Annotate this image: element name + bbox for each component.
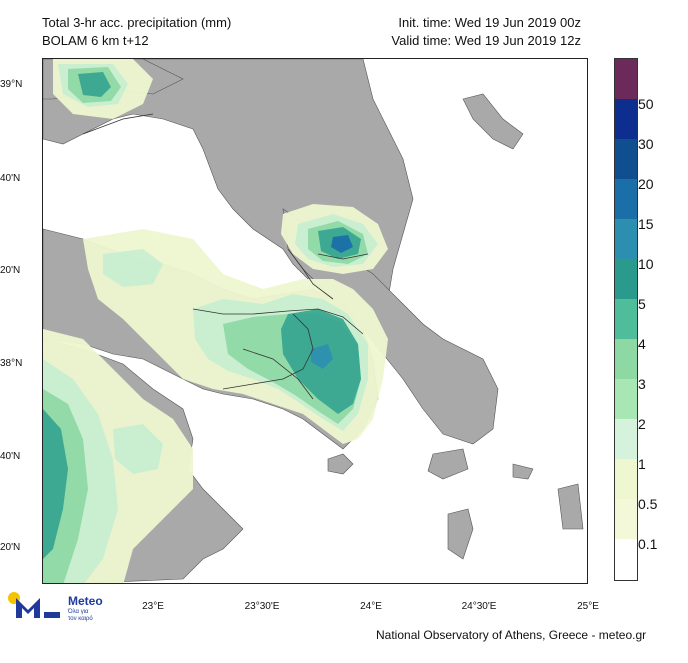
legend-swatch xyxy=(615,299,637,339)
legend-label: 4 xyxy=(638,336,646,352)
credit-text: National Observatory of Athens, Greece -… xyxy=(376,628,647,642)
logo-tagline: τον καιρό xyxy=(68,616,93,622)
legend-swatch xyxy=(615,139,637,179)
legend-swatch xyxy=(615,459,637,499)
legend-swatch xyxy=(615,219,637,259)
precip-colorbar xyxy=(614,58,638,581)
legend-label: 2 xyxy=(638,416,646,432)
legend-swatch xyxy=(615,539,637,580)
legend-swatch xyxy=(615,379,637,419)
legend-label: 3 xyxy=(638,376,646,392)
lon-label: 23°30'E xyxy=(244,601,280,612)
lat-label: 20'N xyxy=(0,542,21,553)
lon-label: 24°E xyxy=(360,601,382,612)
border-layer xyxy=(82,113,369,400)
legend-swatch xyxy=(615,179,637,219)
legend-label: 5 xyxy=(638,296,646,312)
lon-label: 25°E xyxy=(577,601,599,612)
model-subtitle: BOLAM 6 km t+12 xyxy=(42,33,149,48)
lat-label: 38°N xyxy=(0,358,23,369)
logo-name: Meteo xyxy=(68,594,103,608)
meteo-logo-icon xyxy=(8,592,60,618)
valid-time: Valid time: Wed 19 Jun 2019 12z xyxy=(391,33,581,48)
legend-label: 10 xyxy=(638,256,654,272)
lat-label: 40'N xyxy=(0,173,21,184)
legend-label: 1 xyxy=(638,456,646,472)
legend-swatch xyxy=(615,259,637,299)
lat-label: 40'N xyxy=(0,451,21,462)
lat-label: 20'N xyxy=(0,265,21,276)
legend-swatch xyxy=(615,339,637,379)
legend-label: 50 xyxy=(638,96,654,112)
lon-label: 24°30'E xyxy=(461,601,497,612)
logo-tagline: Όλα για xyxy=(68,609,89,615)
legend-swatch xyxy=(615,59,637,99)
legend-label: 30 xyxy=(638,136,654,152)
legend-label: 15 xyxy=(638,216,654,232)
precipitation-map xyxy=(42,58,588,584)
legend-swatch xyxy=(615,419,637,459)
legend-swatch xyxy=(615,499,637,539)
legend-label: 0.5 xyxy=(638,496,658,512)
meteo-logo[interactable] xyxy=(6,588,116,628)
map-title: Total 3-hr acc. precipitation (mm) xyxy=(42,15,232,30)
init-time: Init. time: Wed 19 Jun 2019 00z xyxy=(398,15,581,30)
lon-label: 23°E xyxy=(142,601,164,612)
legend-swatch xyxy=(615,99,637,139)
legend-label: 0.1 xyxy=(638,536,658,552)
lat-label: 39°N xyxy=(0,79,23,90)
legend-label: 20 xyxy=(638,176,654,192)
map-canvas xyxy=(43,59,584,583)
